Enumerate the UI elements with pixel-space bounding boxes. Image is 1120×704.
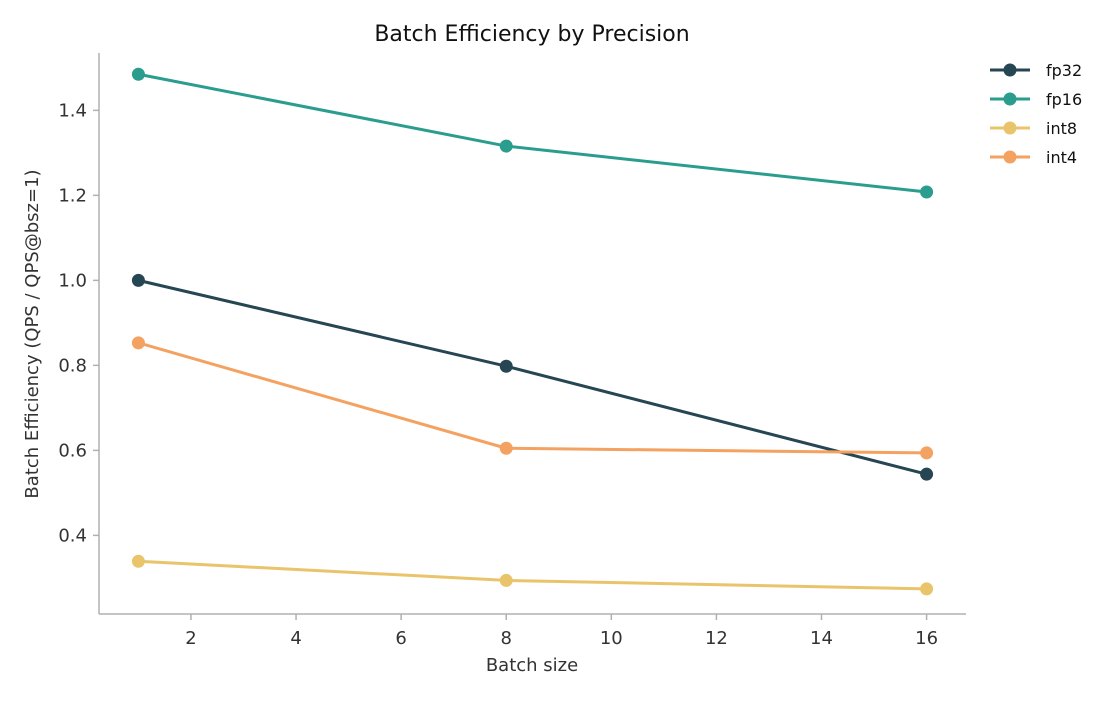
chart-title: Batch Efficiency by Precision bbox=[374, 22, 689, 47]
legend-label: fp16 bbox=[1046, 90, 1082, 109]
data-point-fp16 bbox=[920, 185, 934, 199]
series-lines bbox=[131, 67, 934, 596]
data-point-fp32 bbox=[131, 273, 145, 287]
legend-swatch-marker bbox=[1003, 63, 1017, 77]
y-tick-label: 0.8 bbox=[58, 355, 87, 376]
legend-swatch-marker bbox=[1003, 150, 1017, 164]
data-point-int8 bbox=[499, 573, 513, 587]
legend-item-fp32: fp32 bbox=[990, 61, 1082, 80]
series-line-fp16 bbox=[136, 72, 929, 194]
series-int8 bbox=[131, 554, 934, 596]
legend-label: fp32 bbox=[1046, 61, 1082, 80]
x-axis-ticks: 2 4 6 8 10 12 14 16 bbox=[185, 614, 938, 649]
y-tick-label: 1.2 bbox=[58, 185, 87, 206]
y-tick-label: 1.4 bbox=[58, 100, 87, 121]
data-point-fp32 bbox=[920, 467, 934, 481]
series-int4 bbox=[131, 336, 934, 460]
x-tick-label: 12 bbox=[705, 628, 728, 649]
x-tick-label: 10 bbox=[600, 628, 623, 649]
x-tick-label: 4 bbox=[290, 628, 301, 649]
legend-item-fp16: fp16 bbox=[990, 90, 1082, 109]
data-point-int8 bbox=[920, 582, 934, 596]
x-tick-label: 2 bbox=[185, 628, 196, 649]
data-point-int8 bbox=[131, 554, 145, 568]
data-point-fp32 bbox=[499, 359, 513, 373]
legend: fp32 fp16 int8 int4 bbox=[990, 61, 1082, 167]
series-fp32 bbox=[131, 273, 934, 481]
x-axis-label: Batch size bbox=[486, 655, 578, 676]
legend-swatch-marker bbox=[1003, 92, 1017, 106]
data-point-fp16 bbox=[131, 67, 145, 81]
axes bbox=[98, 53, 966, 615]
y-tick-label: 0.4 bbox=[58, 525, 87, 546]
series-line-int4 bbox=[136, 341, 929, 455]
data-point-fp16 bbox=[499, 139, 513, 153]
legend-label: int4 bbox=[1046, 148, 1077, 167]
y-tick-label: 1.0 bbox=[58, 270, 87, 291]
data-point-int4 bbox=[499, 441, 513, 455]
series-fp16 bbox=[131, 67, 934, 199]
x-tick-label: 16 bbox=[915, 628, 938, 649]
x-tick-label: 6 bbox=[395, 628, 406, 649]
data-point-int4 bbox=[131, 336, 145, 350]
x-tick-label: 14 bbox=[810, 628, 833, 649]
y-tick-label: 0.6 bbox=[58, 440, 87, 461]
legend-label: int8 bbox=[1046, 119, 1077, 138]
legend-item-int8: int8 bbox=[990, 119, 1077, 138]
y-axis-label: Batch Efficiency (QPS / QPS@bsz=1) bbox=[22, 169, 43, 498]
x-tick-label: 8 bbox=[501, 628, 512, 649]
series-line-int8 bbox=[136, 559, 929, 591]
legend-swatch-marker bbox=[1003, 121, 1017, 135]
data-point-int4 bbox=[920, 446, 934, 460]
legend-item-int4: int4 bbox=[990, 148, 1077, 167]
y-axis-ticks: 0.4 0.6 0.8 1.0 1.2 1.4 bbox=[58, 100, 99, 546]
